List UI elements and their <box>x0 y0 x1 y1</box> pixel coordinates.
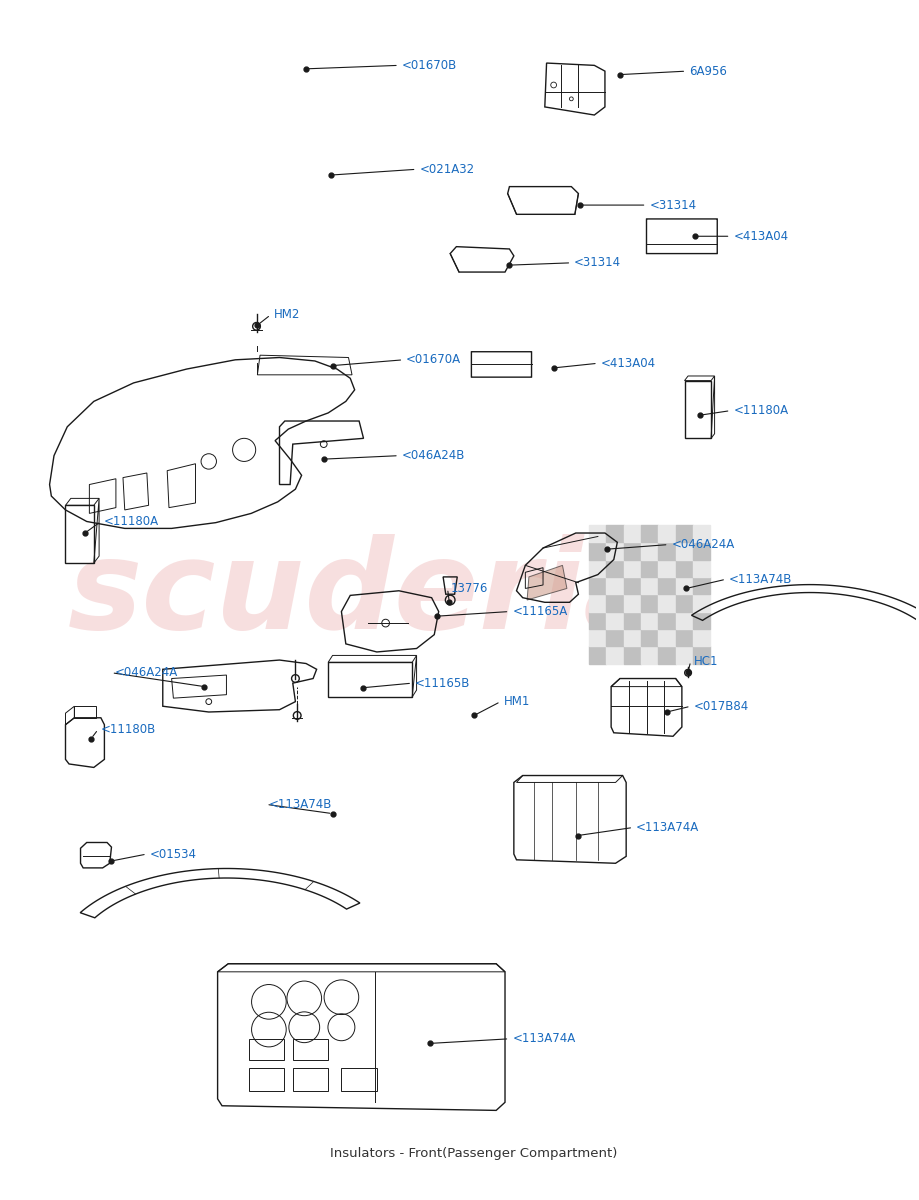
Text: <11165A: <11165A <box>512 605 568 618</box>
Bar <box>624 524 641 542</box>
Bar <box>658 594 675 612</box>
Text: <021A32: <021A32 <box>419 163 474 175</box>
Text: 6A956: 6A956 <box>689 65 727 78</box>
Bar <box>658 577 675 594</box>
Bar <box>624 646 641 664</box>
Text: <046A24A: <046A24A <box>672 538 735 551</box>
Bar <box>693 577 710 594</box>
Bar <box>607 577 624 594</box>
Bar <box>641 612 658 629</box>
Bar <box>658 612 675 629</box>
Bar <box>624 629 641 646</box>
Text: <11165B: <11165B <box>415 677 471 690</box>
Bar <box>248 1068 284 1091</box>
Text: <11180B: <11180B <box>101 722 156 736</box>
Text: HC1: HC1 <box>694 655 718 667</box>
Bar <box>248 1039 284 1060</box>
Bar <box>641 594 658 612</box>
Bar <box>641 646 658 664</box>
Bar <box>675 542 693 559</box>
Bar <box>624 542 641 559</box>
Bar <box>589 577 607 594</box>
Text: <11180A: <11180A <box>733 404 789 418</box>
Bar <box>293 1039 328 1060</box>
Bar <box>675 629 693 646</box>
Bar <box>658 542 675 559</box>
Bar <box>607 524 624 542</box>
Bar <box>624 577 641 594</box>
Bar <box>641 559 658 577</box>
Bar <box>658 629 675 646</box>
Bar <box>693 646 710 664</box>
Text: <113A74A: <113A74A <box>636 821 699 834</box>
Bar <box>693 629 710 646</box>
Text: <413A04: <413A04 <box>733 229 789 242</box>
Bar <box>607 629 624 646</box>
Text: <31314: <31314 <box>650 198 697 211</box>
Bar <box>328 662 412 697</box>
Bar <box>658 524 675 542</box>
Bar <box>641 629 658 646</box>
Bar <box>607 559 624 577</box>
Bar <box>675 559 693 577</box>
Bar <box>658 646 675 664</box>
Text: <113A74B: <113A74B <box>269 798 333 811</box>
Bar <box>624 594 641 612</box>
Bar <box>624 612 641 629</box>
Bar <box>341 1068 377 1091</box>
Bar <box>693 524 710 542</box>
Text: <113A74B: <113A74B <box>729 572 792 586</box>
Text: 13776: 13776 <box>450 582 488 595</box>
Text: <113A74A: <113A74A <box>512 1032 575 1045</box>
Bar <box>658 559 675 577</box>
Bar <box>607 542 624 559</box>
Bar <box>641 542 658 559</box>
Bar <box>685 380 711 438</box>
Bar <box>693 559 710 577</box>
Bar <box>693 594 710 612</box>
Bar <box>65 505 94 563</box>
Bar <box>624 559 641 577</box>
Text: <01534: <01534 <box>150 847 197 860</box>
Bar <box>607 594 624 612</box>
Polygon shape <box>528 565 567 600</box>
Bar <box>693 542 710 559</box>
Text: <01670A: <01670A <box>406 353 461 366</box>
Bar <box>675 594 693 612</box>
Bar <box>607 646 624 664</box>
Text: <413A04: <413A04 <box>601 356 656 370</box>
Text: <017B84: <017B84 <box>694 700 749 713</box>
Bar <box>293 1068 328 1091</box>
Bar <box>675 577 693 594</box>
Bar <box>589 612 607 629</box>
Text: HM2: HM2 <box>274 308 300 322</box>
Text: scuderia: scuderia <box>68 534 668 655</box>
Text: <11180A: <11180A <box>104 515 159 528</box>
Bar <box>589 559 607 577</box>
Bar <box>589 629 607 646</box>
Bar <box>589 524 607 542</box>
Bar <box>589 594 607 612</box>
Bar <box>693 612 710 629</box>
Bar <box>675 524 693 542</box>
Text: <046A24A: <046A24A <box>114 666 177 679</box>
Bar <box>675 646 693 664</box>
Bar <box>589 542 607 559</box>
Text: HM1: HM1 <box>504 695 530 708</box>
Bar <box>675 612 693 629</box>
Text: <31314: <31314 <box>574 257 621 269</box>
Bar <box>641 577 658 594</box>
Bar <box>589 646 607 664</box>
Bar <box>641 524 658 542</box>
Text: <01670B: <01670B <box>402 59 457 72</box>
Bar <box>607 612 624 629</box>
Text: Insulators - Front(Passenger Compartment): Insulators - Front(Passenger Compartment… <box>330 1147 618 1160</box>
Text: <046A24B: <046A24B <box>402 449 465 462</box>
